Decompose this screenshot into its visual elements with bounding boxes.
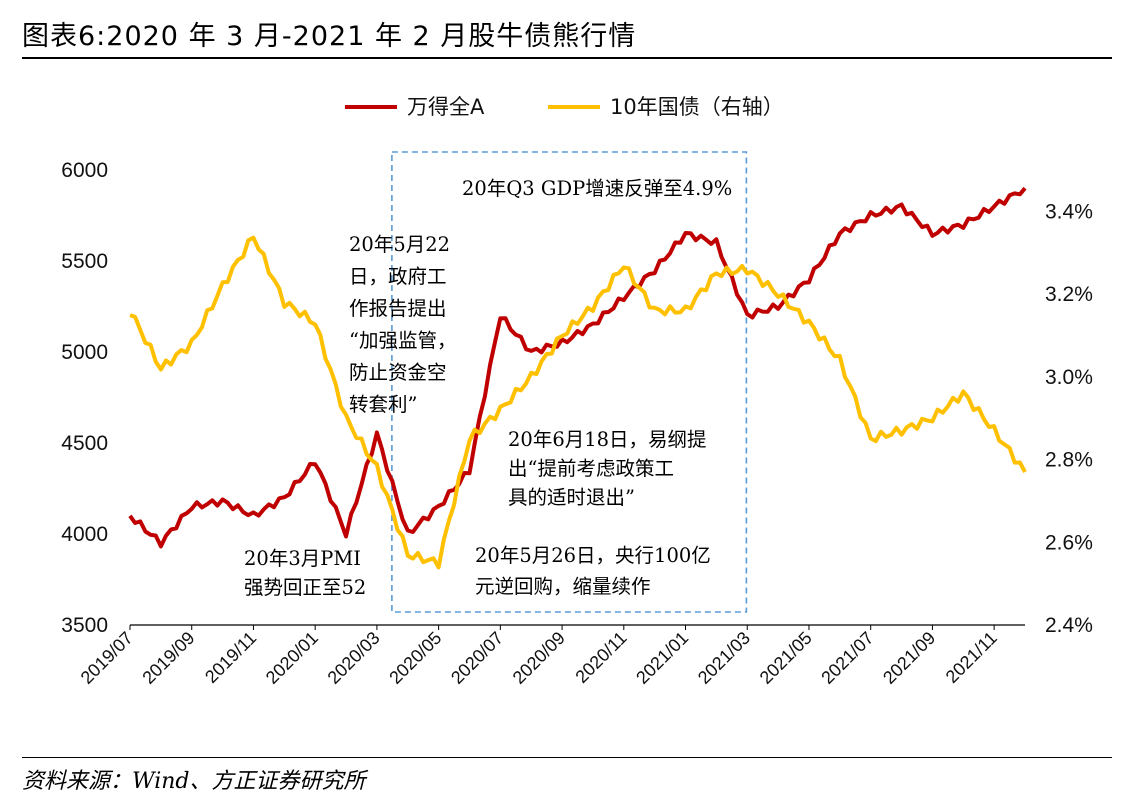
- right-y-tick-label: 3.2%: [1045, 283, 1093, 306]
- annotation-line: 强势回正至52: [244, 576, 366, 599]
- x-tick-label: 2019/11: [201, 628, 260, 687]
- highlight-period-box: [391, 151, 748, 613]
- title-divider: [22, 57, 1112, 59]
- annotation-line: 具的适时退出”: [508, 486, 635, 509]
- x-tick-label: 2020/05: [385, 628, 445, 688]
- x-tick-label: 2020/03: [324, 628, 384, 688]
- left-y-tick-label: 3500: [61, 614, 108, 637]
- legend-label: 10年国债（右轴）: [610, 95, 784, 119]
- annotation-line: 转套利”: [349, 393, 417, 416]
- annotation-line: 20年5月26日，央行100亿: [475, 544, 711, 567]
- x-axis: 2019/07 2019/09 2019/11 2020/01 2020/03 2020/…: [77, 625, 1001, 688]
- annotation-line: 出“提前考虑政策工: [508, 457, 674, 480]
- legend-label: 万得全A: [407, 95, 485, 119]
- annotation-line: 20年3月PMI: [244, 547, 361, 570]
- source-divider: [22, 757, 1112, 758]
- right-y-axis: 2.4% 2.6% 2.8% 3.0% 3.2% 3.4%: [1045, 200, 1093, 637]
- annotation-line: 日，政府工: [349, 265, 447, 288]
- annotation-line: 20年Q3 GDP增速反弹至4.9%: [462, 177, 732, 200]
- left-y-tick-label: 6000: [61, 159, 108, 182]
- x-tick-label: 2021/03: [694, 628, 754, 688]
- series-layer: [128, 186, 1027, 570]
- x-tick-label: 2020/09: [509, 628, 569, 688]
- right-y-tick-label: 2.6%: [1045, 531, 1093, 554]
- left-y-tick-label: 5000: [61, 341, 108, 364]
- line-chart: 3500 4000 4500 5000 5500 6000 2.4% 2.6% 2.8% 3.0…: [61, 95, 1093, 688]
- right-y-tick-label: 2.4%: [1045, 614, 1093, 637]
- x-tick-label: 2019/09: [138, 628, 198, 688]
- left-y-axis: 3500 4000 4500 5000 5500 6000: [61, 159, 108, 637]
- annotation-line: “加强监管，: [349, 329, 456, 352]
- x-tick-label: 2021/09: [879, 628, 939, 688]
- annotation-line: 防止资金空: [349, 361, 447, 384]
- source-note: 资料来源：Wind、方正证券研究所: [22, 769, 366, 794]
- annotation-line: 20年6月18日，易纲提: [508, 428, 707, 451]
- legend: 万得全A 10年国债（右轴）: [345, 95, 784, 119]
- series-line-wind-all-a: [128, 186, 1027, 549]
- left-y-tick-label: 4000: [61, 523, 108, 546]
- x-tick-label: 2021/11: [942, 628, 1001, 687]
- x-tick-label: 2021/07: [817, 628, 877, 688]
- series-line-10y-bond: [129, 235, 1027, 570]
- right-y-tick-label: 2.8%: [1045, 449, 1093, 472]
- right-y-tick-label: 3.0%: [1045, 366, 1093, 389]
- annotation-line: 作报告提出: [349, 297, 447, 320]
- x-tick-label: 2020/11: [571, 628, 630, 687]
- right-y-tick-label: 3.4%: [1045, 200, 1093, 223]
- left-y-tick-label: 5500: [61, 250, 108, 273]
- x-tick-label: 2020/01: [262, 628, 322, 688]
- annotation-line: 20年5月22: [349, 233, 450, 256]
- x-tick-label: 2021/05: [756, 628, 816, 688]
- x-tick-label: 2020/07: [447, 628, 507, 688]
- chart-title: 图表6:2020 年 3 月-2021 年 2 月股牛债熊行情: [22, 21, 637, 52]
- annotation-line: 元逆回购，缩量续作: [475, 575, 651, 598]
- left-y-tick-label: 4500: [61, 432, 108, 455]
- x-tick-label: 2021/01: [632, 628, 692, 688]
